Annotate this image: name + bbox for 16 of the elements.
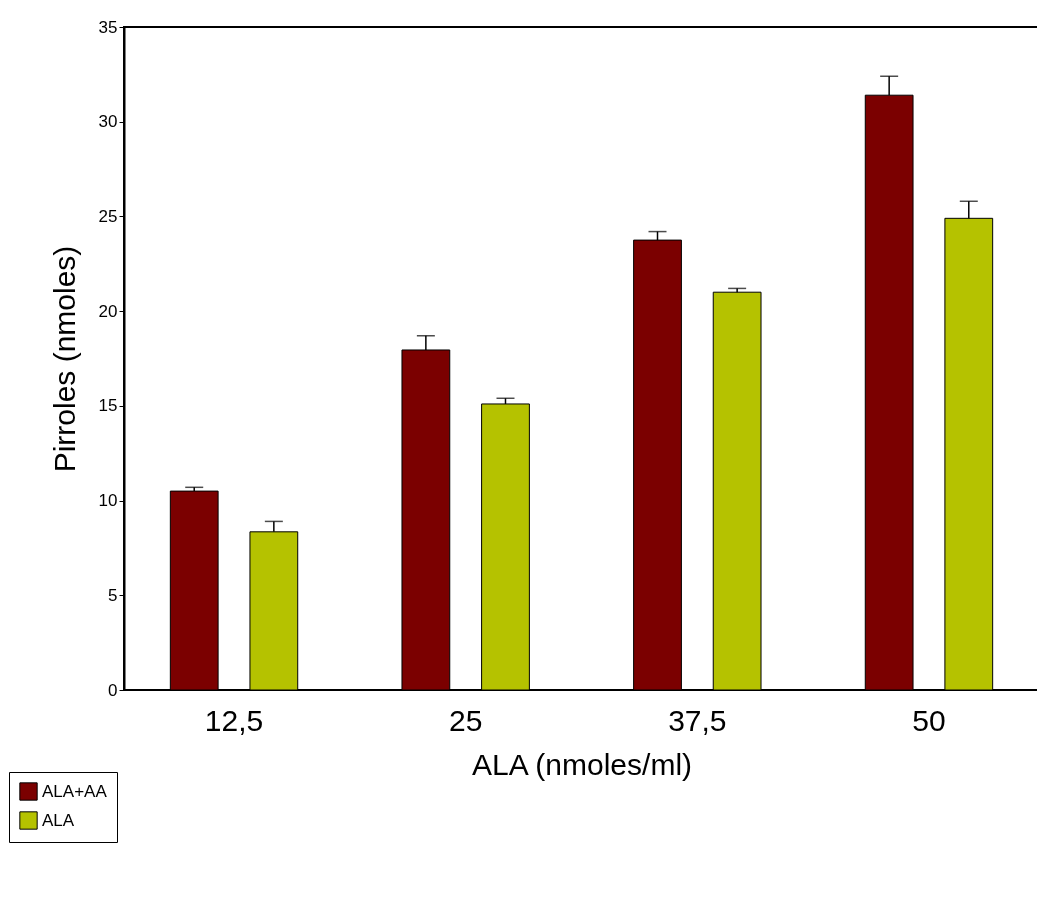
y-tick-label: 20 xyxy=(98,301,118,321)
y-tick-label: 30 xyxy=(98,112,118,132)
legend-label: ALA xyxy=(42,810,75,830)
x-axis-title: ALA (nmoles/ml) xyxy=(471,747,693,781)
x-tick-label: 12,5 xyxy=(204,703,264,737)
y-tick-label: 25 xyxy=(98,206,118,226)
y-tick-label: 5 xyxy=(108,585,118,605)
y-tick-label: 35 xyxy=(98,17,118,37)
y-axis-title: Pirroles (nmoles) xyxy=(47,245,81,473)
legend-label: ALA+AA xyxy=(42,781,108,801)
x-tick-label: 50 xyxy=(912,703,946,737)
x-tick-label: 37,5 xyxy=(668,703,727,737)
x-tick-label: 25 xyxy=(448,703,483,737)
y-tick-label: 10 xyxy=(98,491,118,511)
y-tick-label: 0 xyxy=(108,680,118,700)
y-tick-label: 15 xyxy=(98,396,118,416)
